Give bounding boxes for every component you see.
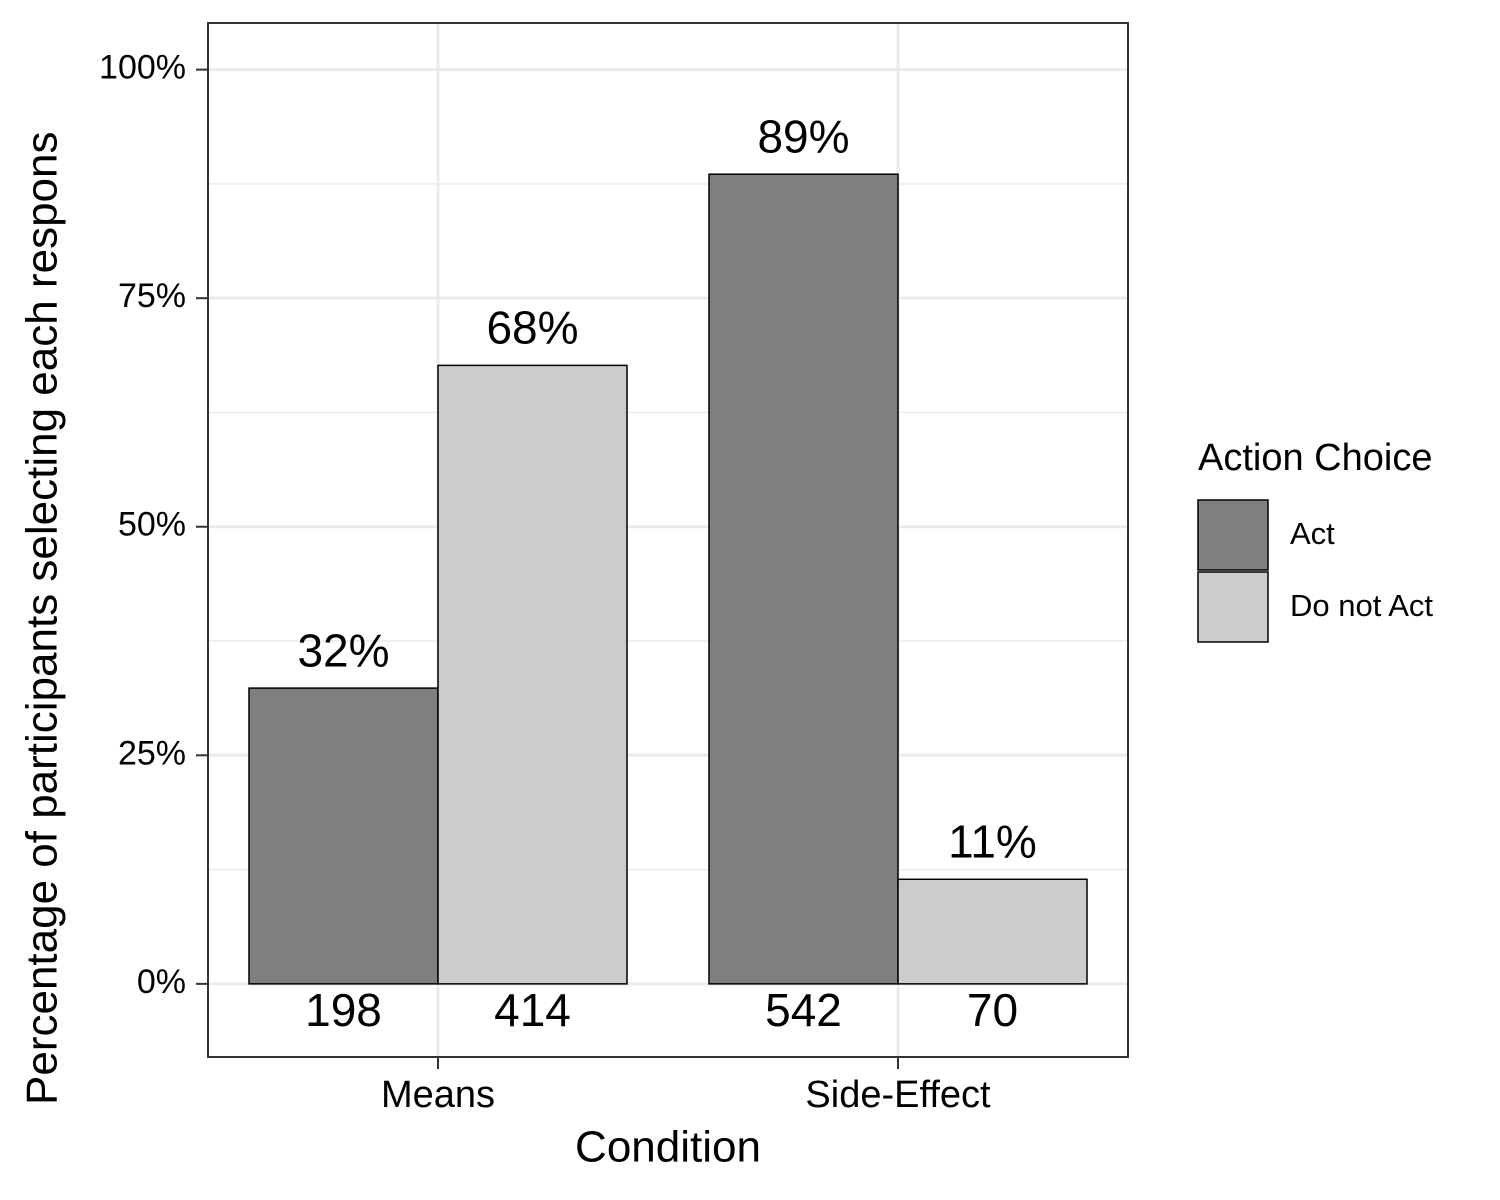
bar xyxy=(248,687,439,985)
value-label: 68% xyxy=(486,302,578,354)
y-axis-title: Percentage of participants selecting eac… xyxy=(18,132,67,1105)
count-label: 198 xyxy=(305,984,382,1036)
bar xyxy=(708,173,899,985)
y-tick-label: 0% xyxy=(137,963,186,1001)
y-tick-label: 50% xyxy=(118,506,186,544)
count-label: 70 xyxy=(967,984,1018,1036)
x-axis-title: Condition xyxy=(575,1123,761,1172)
legend-label: Act xyxy=(1290,516,1335,551)
value-label: 32% xyxy=(297,624,389,676)
value-label: 89% xyxy=(757,110,849,162)
y-tick-label: 25% xyxy=(118,734,186,772)
bar xyxy=(437,364,628,985)
value-label: 11% xyxy=(948,815,1037,867)
count-label: 542 xyxy=(765,984,842,1036)
y-tick-label: 75% xyxy=(118,277,186,315)
legend-key xyxy=(1197,571,1269,643)
y-tick-label: 100% xyxy=(99,49,186,87)
count-label: 414 xyxy=(494,984,571,1036)
bar xyxy=(897,878,1088,985)
x-tick-label: Means xyxy=(381,1074,495,1116)
panel-border xyxy=(207,22,1129,1058)
legend-title: Action Choice xyxy=(1198,437,1432,479)
legend-key xyxy=(1197,499,1269,571)
legend-label: Do not Act xyxy=(1290,588,1433,623)
x-tick-label: Side-Effect xyxy=(805,1074,991,1116)
